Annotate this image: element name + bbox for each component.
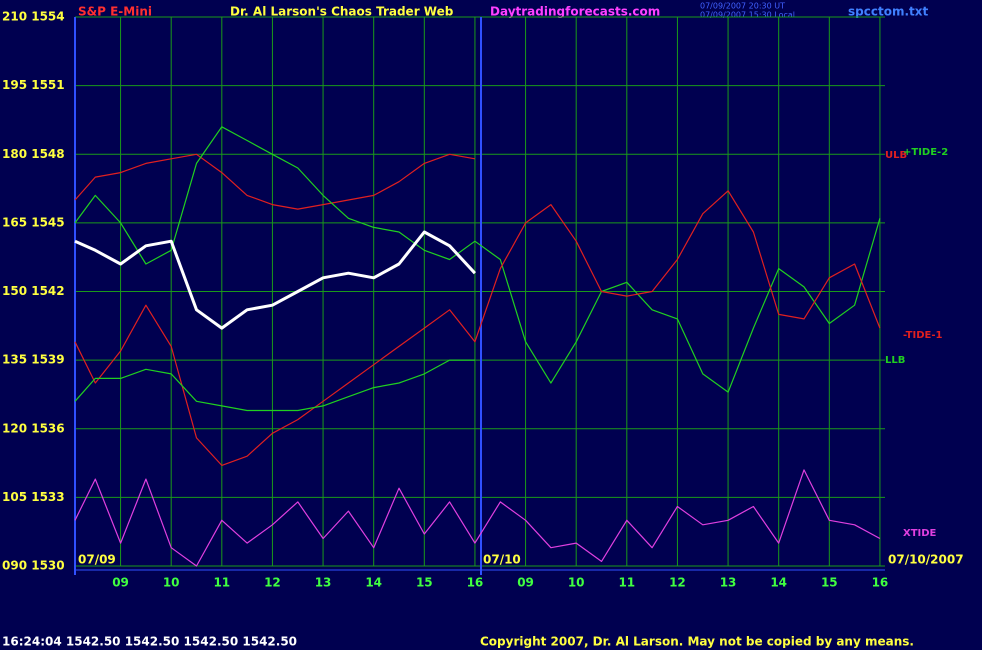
price-line <box>74 230 477 330</box>
series-label: ULB <box>885 150 907 161</box>
date-label: 07/09 <box>78 553 116 567</box>
timestamp: 07/09/2007 20:30 UT <box>700 2 785 11</box>
x-tick-label: 11 <box>618 576 635 590</box>
copyright: Copyright 2007, Dr. Al Larson. May not b… <box>480 635 914 649</box>
x-tick-label: 15 <box>416 576 433 590</box>
x-tick-label: 14 <box>365 576 382 590</box>
series-label: XTIDE <box>903 528 937 539</box>
x-tick-label: 12 <box>264 576 281 590</box>
series-line <box>74 469 881 567</box>
chart-title: Dr. Al Larson's Chaos Trader Web <box>230 5 454 19</box>
x-tick-label: 16 <box>872 576 889 590</box>
instrument: S&P E-Mini <box>78 5 152 19</box>
y-tick-label: 150 1542 <box>2 284 65 298</box>
series-label: -TIDE-1 <box>903 330 943 341</box>
x-tick-label: 09 <box>112 576 129 590</box>
y-tick-label: 135 1539 <box>2 353 65 367</box>
x-tick-label: 13 <box>720 576 737 590</box>
x-tick-label: 10 <box>163 576 180 590</box>
x-tick-label: 15 <box>821 576 838 590</box>
y-tick-label: 120 1536 <box>2 421 65 435</box>
website: Daytradingforecasts.com <box>490 5 660 19</box>
y-tick-label: 090 1530 <box>2 559 65 573</box>
series-line <box>74 190 881 466</box>
y-tick-label: 210 1554 <box>2 10 65 24</box>
x-tick-label: 16 <box>467 576 484 590</box>
series-line <box>74 359 475 412</box>
y-tick-label: 165 1545 <box>2 215 65 229</box>
y-tick-label: 180 1548 <box>2 147 65 161</box>
series-line <box>74 126 881 393</box>
file-name: spcctom.txt <box>848 5 928 19</box>
series-label: LLB <box>885 355 905 366</box>
series-line <box>74 153 476 210</box>
date-label: 07/10/2007 <box>888 553 964 567</box>
x-tick-label: 09 <box>517 576 534 590</box>
x-tick-label: 13 <box>315 576 332 590</box>
y-tick-label: 195 1551 <box>2 78 65 92</box>
timestamp: 07/09/2007 15:30 Local <box>700 11 795 20</box>
y-tick-label: 105 1533 <box>2 490 65 504</box>
x-tick-label: 10 <box>568 576 585 590</box>
date-label: 07/10 <box>483 553 521 567</box>
status: 16:24:04 1542.50 1542.50 1542.50 1542.50 <box>2 635 297 649</box>
x-tick-label: 12 <box>669 576 686 590</box>
x-tick-label: 11 <box>213 576 230 590</box>
series-label: +TIDE-2 <box>903 147 948 158</box>
x-tick-label: 14 <box>770 576 787 590</box>
